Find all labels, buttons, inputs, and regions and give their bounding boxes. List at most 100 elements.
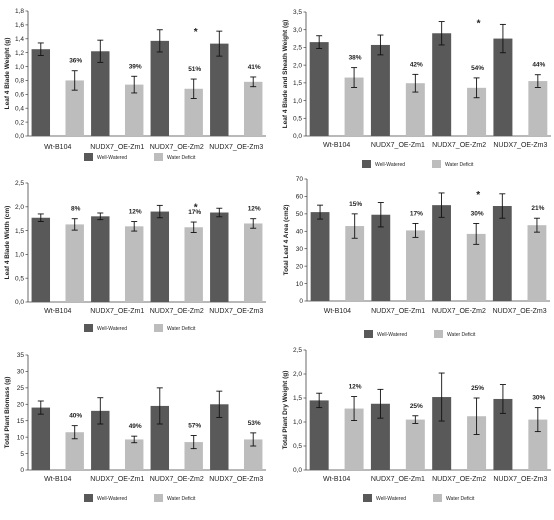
legend-swatch-well-watered	[363, 494, 372, 502]
percent-label: 36%	[69, 58, 82, 65]
bar-well-watered-2	[91, 216, 110, 302]
significance-star: *	[476, 190, 480, 201]
legend-swatch-water-deficit	[154, 153, 163, 161]
bar-well-watered-4	[492, 206, 512, 301]
legend-label-well-watered: Well-Watered	[377, 332, 407, 338]
bar-water-deficit-4	[243, 439, 263, 470]
y-axis-label: Total Plant Biomass (g)	[4, 377, 11, 449]
bar-water-deficit-4	[528, 81, 548, 136]
bar-well-watered-2	[371, 214, 391, 301]
bar-well-watered-4	[210, 404, 229, 470]
bar-well-watered-4	[210, 212, 229, 302]
legend-label-well-watered: Well-Watered	[97, 496, 127, 502]
chart-panel-6: 0,0 0,5 1,0 1,5 2,0 2,5 Total Plant Dry Weight…	[282, 347, 551, 502]
y-tick-label: 30	[296, 246, 304, 253]
y-tick-label: 0	[20, 467, 24, 474]
chart-panel-5: 0 5 10 15 20 25 30 35 Total Plant Biomass (g) 40%…	[4, 352, 266, 502]
y-tick-label: 2,0	[293, 371, 302, 378]
y-tick-label: 2,0	[15, 204, 24, 211]
bar-water-deficit-3	[184, 442, 203, 470]
percent-label: 51%	[188, 66, 201, 73]
legend-swatch-well-watered	[362, 160, 371, 168]
legend-swatch-well-watered	[84, 153, 93, 161]
legend-swatch-well-watered	[364, 330, 373, 338]
y-tick-label: 25	[17, 385, 25, 392]
y-tick-label: 0,5	[293, 115, 302, 122]
legend-label-water-deficit: Water Deficit	[445, 162, 474, 168]
legend: Well-Watered Water Deficit	[363, 494, 475, 502]
bar-water-deficit-1	[65, 80, 84, 136]
legend-label-well-watered: Well-Watered	[97, 326, 127, 332]
bar-well-watered-4	[493, 398, 513, 470]
x-tick-label: NUDX7_OE-Zm1	[371, 476, 425, 483]
x-tick-label: NUDX7_OE-Zm1	[90, 308, 144, 315]
bar-well-watered-4	[210, 43, 229, 137]
legend-swatch-water-deficit	[433, 494, 442, 502]
x-tick-label: NUDX7_OE-Zm1	[371, 142, 425, 149]
percent-label: 40%	[69, 413, 82, 420]
percent-label: 30%	[532, 395, 545, 402]
x-tick-label: Wt-B104	[323, 476, 350, 483]
legend-swatch-well-watered	[84, 324, 93, 332]
chart-panel-2: 0,0 0,5 1,0 1,5 2,0 2,5 3,0 3,5 Leaf 4 Blade and…	[282, 9, 551, 168]
bar-well-watered-3	[432, 397, 452, 470]
x-tick-label: Wt-B104	[44, 144, 71, 151]
legend-label-well-watered: Well-Watered	[97, 155, 127, 161]
bar-water-deficit-4	[243, 81, 263, 136]
bar-well-watered-1	[309, 400, 329, 470]
percent-label: 49%	[129, 423, 142, 430]
legend-swatch-water-deficit	[154, 324, 163, 332]
chart-panel-1: 0,0 0,2 0,4 0,6 0,8 1,0 1,2 1,4 1,6 1,8 Leaf 4 Bla…	[4, 8, 266, 161]
y-tick-label: 30	[17, 369, 25, 376]
y-tick-label: 3,0	[293, 27, 302, 34]
percent-label: 25%	[471, 385, 484, 392]
bar-water-deficit-1	[344, 408, 364, 470]
legend-swatch-water-deficit	[432, 160, 441, 168]
legend-swatch-well-watered	[84, 494, 93, 502]
legend-label-water-deficit: Water Deficit	[167, 496, 196, 502]
bar-well-watered-3	[150, 40, 170, 136]
y-tick-label: 1,4	[15, 36, 24, 43]
bar-water-deficit-1	[65, 224, 84, 302]
x-tick-label: NUDX7_OE-Zm3	[209, 476, 263, 483]
y-tick-label: 0,2	[15, 119, 24, 126]
percent-label: 30%	[471, 210, 484, 217]
bar-well-watered-1	[31, 407, 51, 470]
percent-label: 12%	[129, 209, 142, 216]
y-tick-label: 10	[17, 434, 25, 441]
y-tick-label: 0,6	[15, 92, 24, 99]
bar-water-deficit-4	[528, 419, 548, 470]
bar-well-watered-1	[310, 212, 330, 301]
x-tick-label: NUDX7_OE-Zm2	[150, 476, 204, 483]
y-tick-label: 0,4	[15, 105, 24, 112]
legend: Well-Watered Water Deficit	[364, 330, 476, 338]
percent-label: 12%	[349, 384, 362, 391]
x-tick-label: NUDX7_OE-Zm3	[209, 144, 263, 151]
bar-water-deficit-2	[405, 83, 425, 136]
legend: Well-Watered Water Deficit	[84, 324, 196, 332]
y-axis-label: Total Plant Dry Weight (g)	[282, 371, 289, 450]
percent-label: 12%	[248, 206, 261, 213]
bar-well-watered-1	[31, 49, 51, 136]
y-tick-label: 0,0	[293, 467, 302, 474]
x-tick-label: NUDX7_OE-Zm3	[493, 142, 547, 149]
y-tick-label: 1,5	[293, 395, 302, 402]
significance-star: *	[477, 19, 481, 30]
legend-label-water-deficit: Water Deficit	[446, 496, 475, 502]
x-tick-label: Wt-B104	[44, 308, 71, 315]
bar-water-deficit-2	[124, 226, 144, 302]
y-tick-label: 50	[296, 211, 304, 218]
y-tick-label: 1,6	[15, 22, 24, 29]
bar-water-deficit-4	[243, 223, 263, 302]
percent-label: 38%	[349, 55, 362, 62]
legend-label-water-deficit: Water Deficit	[447, 332, 476, 338]
percent-label: 42%	[410, 61, 423, 68]
y-tick-label: 70	[296, 176, 304, 183]
y-tick-label: 35	[17, 352, 25, 359]
bar-water-deficit-3	[467, 416, 487, 470]
percent-label: 57%	[188, 423, 201, 430]
legend-swatch-water-deficit	[154, 494, 163, 502]
bar-water-deficit-3	[184, 227, 203, 302]
y-tick-label: 1,0	[15, 252, 24, 259]
